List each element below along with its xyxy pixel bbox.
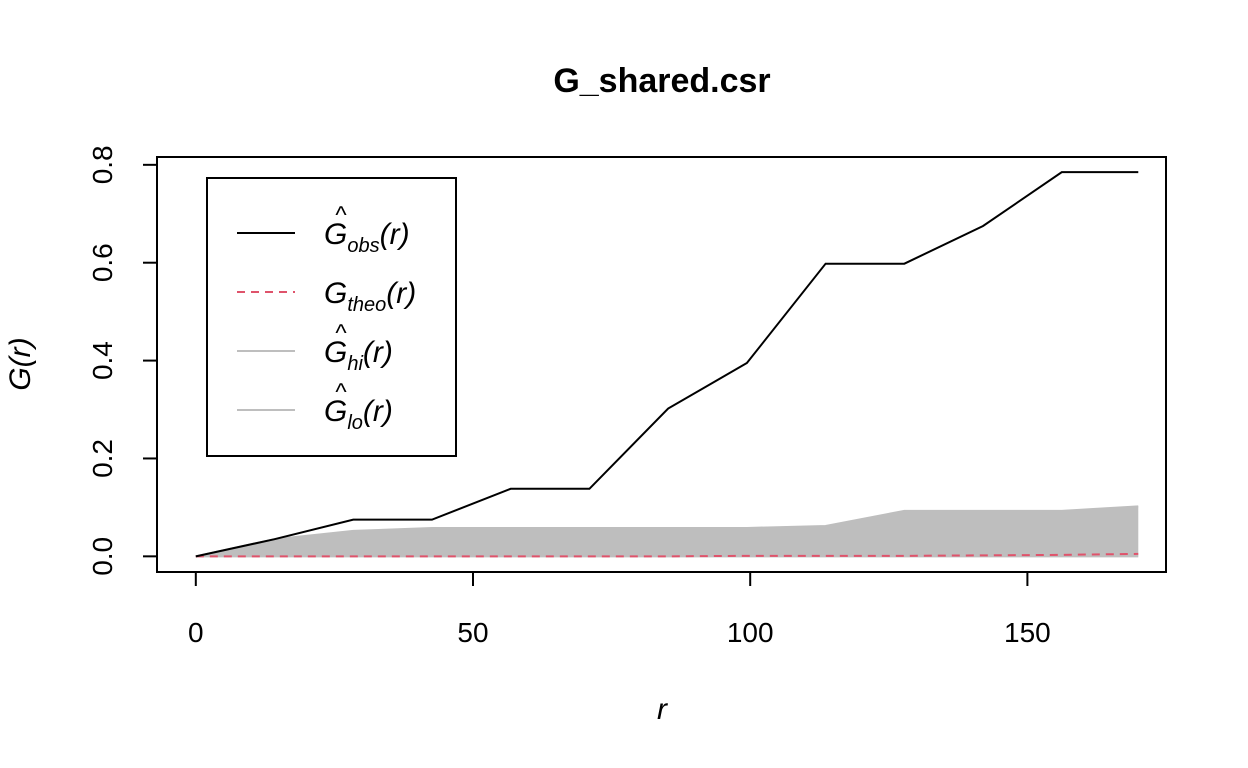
y-tick-label: 0.6 bbox=[87, 243, 118, 282]
y-tick-label: 0.4 bbox=[87, 341, 118, 380]
y-axis-label-text: G(r) bbox=[4, 337, 37, 390]
y-tick-label-group: 0.4 bbox=[87, 341, 118, 380]
y-tick-label-group: 0.2 bbox=[87, 439, 118, 478]
x-tick-label: 150 bbox=[1004, 617, 1051, 648]
envelope-band bbox=[195, 506, 1139, 557]
x-tick-label: 50 bbox=[457, 617, 488, 648]
series-line-obs bbox=[195, 171, 1139, 558]
chart-title: G_shared.csr bbox=[553, 62, 770, 100]
legend-hat-accent: ^ bbox=[335, 320, 347, 347]
x-axis-label: r bbox=[657, 693, 668, 726]
y-tick-label: 0.8 bbox=[87, 145, 118, 184]
series-line-theo bbox=[195, 552, 1139, 558]
y-tick-label-group: 0.0 bbox=[87, 537, 118, 576]
legend-hat-accent: ^ bbox=[335, 202, 347, 229]
legend-hat-accent: ^ bbox=[335, 379, 347, 406]
y-tick-label: 0.2 bbox=[87, 439, 118, 478]
axes: 0 50 100 150 0.0 0.2 0.4 0.6 0.8 bbox=[87, 145, 1167, 648]
legend-label-theo: Gtheo(r) bbox=[324, 277, 416, 316]
legend-label-lo: Glo(r) bbox=[324, 395, 393, 434]
legend-label-obs: Gobs(r) bbox=[324, 218, 410, 257]
x-tick-label: 100 bbox=[727, 617, 774, 648]
y-tick-label-group: 0.8 bbox=[87, 145, 118, 184]
y-tick-label-group: 0.6 bbox=[87, 243, 118, 282]
plot-area bbox=[195, 171, 1139, 558]
legend: Gobs(r)^Gtheo(r)Ghi(r)^Glo(r)^ bbox=[206, 177, 457, 457]
legend-label-hi: Ghi(r) bbox=[324, 336, 393, 375]
y-tick-label: 0.0 bbox=[87, 537, 118, 576]
y-axis-label: G(r) bbox=[4, 337, 37, 390]
series-line-hi bbox=[195, 505, 1139, 558]
x-tick-label: 0 bbox=[188, 617, 204, 648]
